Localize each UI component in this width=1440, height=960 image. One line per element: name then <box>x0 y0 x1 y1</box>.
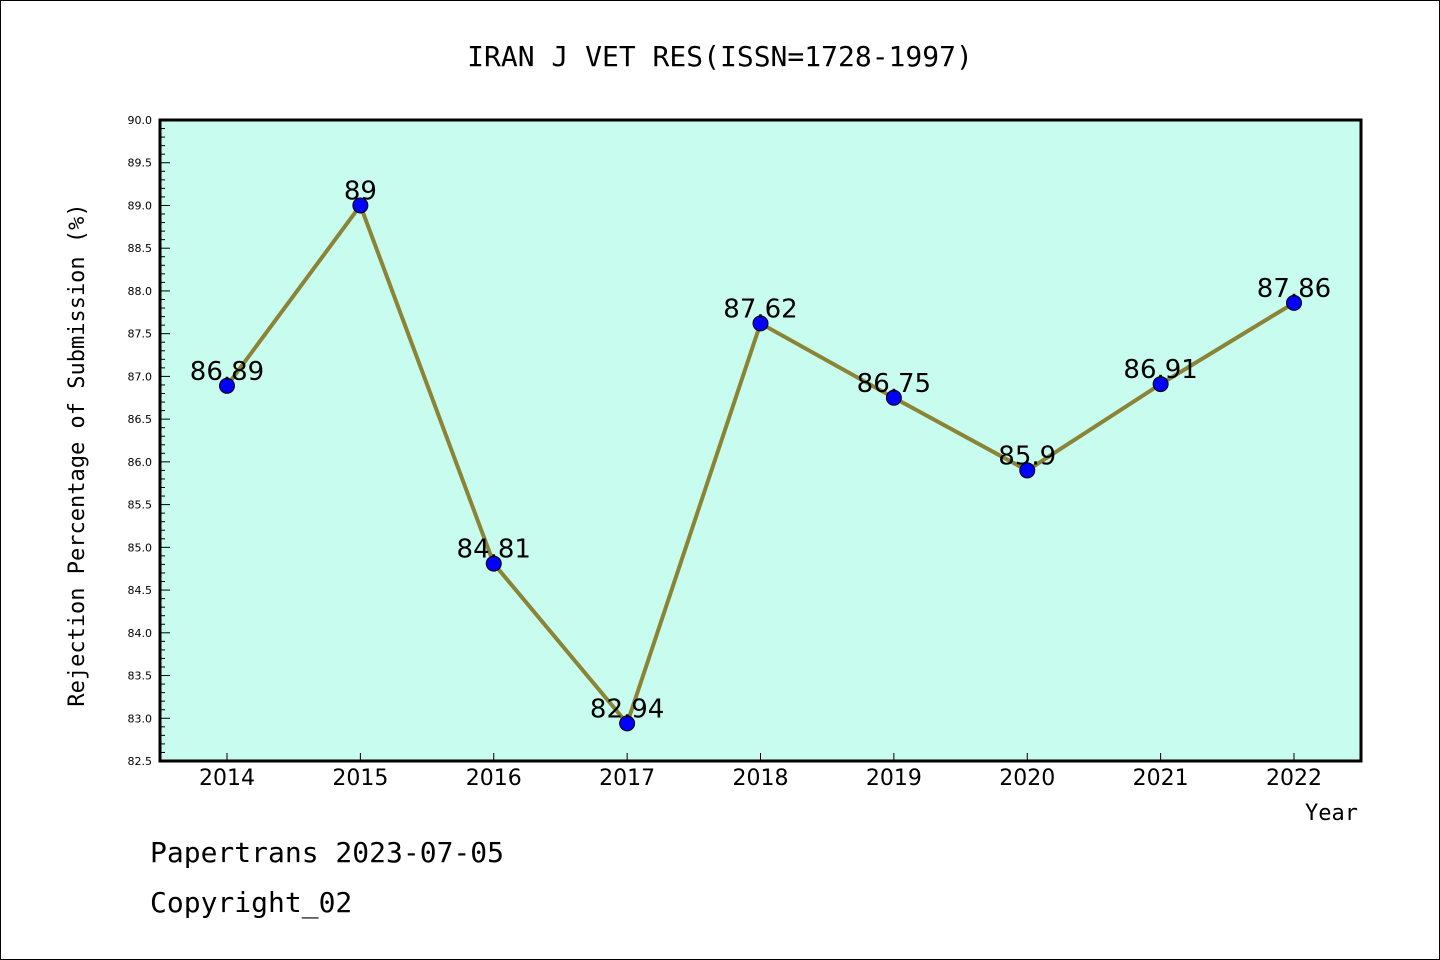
y-axis: 82.5 83.0 83.5 84.0 84.5 85.0 85.5 86.0 86.5 87.0… <box>128 114 170 768</box>
y-tick-label: 87.5 <box>128 328 153 341</box>
x-tick-label: 2020 <box>999 766 1055 791</box>
y-tick-label: 84.5 <box>128 584 153 597</box>
y-tick-label: 90.0 <box>128 114 153 127</box>
data-point <box>1019 462 1036 479</box>
chart-title: IRAN J VET RES(ISSN=1728-1997) <box>467 40 973 73</box>
y-tick-label: 88.0 <box>128 285 153 298</box>
data-label: 87.62 <box>723 294 797 324</box>
plot-area <box>158 118 1363 763</box>
y-tick-label: 89.0 <box>128 199 153 212</box>
x-axis-label: Year <box>1305 801 1358 826</box>
data-label: 86.89 <box>190 357 264 387</box>
x-tick-label: 2021 <box>1133 766 1189 791</box>
y-tick-label: 87.0 <box>128 370 153 383</box>
x-tick-label: 2022 <box>1266 766 1322 791</box>
data-label: 86.91 <box>1123 355 1197 385</box>
data-label: 85.9 <box>998 441 1056 471</box>
data-point <box>885 389 902 406</box>
y-axis-label: Rejection Percentage of Submission (%) <box>65 203 90 706</box>
data-point <box>485 555 502 572</box>
data-label: 82.94 <box>590 694 664 724</box>
data-point <box>1152 376 1169 393</box>
data-point <box>352 197 369 214</box>
x-tick-label: 2019 <box>866 766 922 791</box>
data-label: 86.75 <box>857 369 931 399</box>
y-tick-label: 82.5 <box>128 755 153 768</box>
data-label: 89 <box>344 176 377 206</box>
y-tick-label: 83.0 <box>128 712 153 725</box>
x-tick-label: 2015 <box>332 766 388 791</box>
data-label: 87.86 <box>1257 274 1331 304</box>
x-tick-label: 2014 <box>199 766 255 791</box>
y-tick-label: 85.5 <box>128 499 153 512</box>
data-point <box>752 315 769 332</box>
data-markers <box>219 197 1302 732</box>
data-point <box>619 715 636 732</box>
x-axis: 2014 2015 2016 2017 2018 2019 2020 2021 2022 <box>199 753 1322 791</box>
data-point <box>219 377 235 394</box>
x-tick-label: 2017 <box>599 766 655 791</box>
footer-copyright: Copyright_02 <box>150 886 353 919</box>
x-tick-label: 2016 <box>466 766 522 791</box>
y-tick-label: 83.5 <box>128 670 153 683</box>
y-tick-label: 88.5 <box>128 242 153 255</box>
y-tick-label: 86.5 <box>128 413 153 426</box>
footer-date: Papertrans 2023-07-05 <box>150 836 505 869</box>
data-labels: 86.89 89 84.81 82.94 87.62 86.75 85.9 86.91 87.8… <box>190 176 1331 724</box>
data-point <box>1286 294 1302 311</box>
data-label: 84.81 <box>457 535 531 565</box>
y-tick-label: 86.0 <box>128 456 153 469</box>
x-tick-label: 2018 <box>733 766 789 791</box>
y-tick-label: 89.5 <box>128 157 153 170</box>
y-tick-label: 84.0 <box>128 627 153 640</box>
y-tick-label: 85.0 <box>128 541 153 554</box>
